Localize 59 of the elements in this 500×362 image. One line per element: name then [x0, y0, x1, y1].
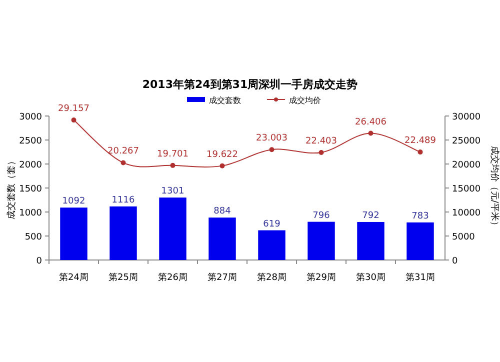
point [170, 162, 176, 168]
x-tick-label: 第25周 [108, 272, 138, 283]
y-tick-label: 0 [36, 256, 42, 266]
y-tick-label: 2000 [19, 160, 42, 170]
y2-tick-label: 5000 [452, 232, 476, 242]
data-label: 19.701 [157, 149, 188, 160]
y2-tick-label: 10000 [452, 208, 481, 218]
data-label: 1301 [161, 186, 184, 197]
x-tick-label: 第30周 [356, 272, 386, 283]
bar [110, 206, 137, 260]
bar [60, 208, 88, 260]
data-label: 884 [214, 206, 232, 217]
point [71, 118, 76, 123]
data-label: 1116 [112, 195, 135, 206]
point [120, 160, 126, 166]
legend-label: 成交均价 [289, 96, 321, 105]
data-label: 22.403 [306, 136, 337, 146]
y-tick-label: 1000 [19, 208, 42, 218]
y-tick-label: 1500 [19, 184, 42, 194]
point [418, 150, 423, 155]
point [220, 163, 225, 168]
chart-title: 2013年第24到第31周深圳一手房成交走势 [142, 78, 358, 91]
point [318, 150, 324, 155]
y2-tick-label: 20000 [452, 160, 481, 170]
y2-tick-label: 30000 [452, 112, 481, 122]
y-tick-label: 3000 [19, 112, 42, 122]
data-label: 796 [312, 210, 330, 221]
y2-tick-label: 0 [452, 256, 458, 266]
data-label: 22.489 [404, 136, 436, 146]
bar [406, 222, 434, 260]
x-tick-label: 第27周 [208, 272, 237, 283]
point [368, 130, 374, 136]
data-label: 1092 [62, 196, 86, 207]
y-tick-label: 2500 [19, 136, 42, 146]
bar [208, 218, 236, 260]
y2-axis-title: 成交均价（元/平米） [489, 146, 500, 230]
bar [357, 222, 384, 260]
x-tick-label: 第28周 [257, 272, 286, 283]
y2-tick-label: 15000 [452, 184, 481, 194]
x-tick-label: 第31周 [406, 272, 435, 283]
point [269, 147, 274, 152]
data-label: 19.622 [206, 150, 238, 160]
y2-tick-label: 25000 [452, 136, 481, 146]
x-tick-label: 第29周 [306, 272, 336, 283]
bar [258, 230, 286, 260]
y-axis-title: 成交套数（套） [6, 156, 17, 220]
x-tick-label: 第26周 [158, 272, 188, 283]
x-tick-label: 第24周 [59, 272, 88, 283]
y-tick-label: 500 [24, 232, 42, 242]
data-label: 29.157 [58, 104, 90, 114]
bar [159, 198, 186, 260]
data-label: 23.003 [256, 134, 288, 144]
data-label: 619 [263, 219, 281, 230]
data-label: 792 [362, 210, 380, 221]
data-label: 783 [412, 211, 429, 222]
bar [308, 222, 335, 260]
data-label: 20.267 [108, 146, 139, 157]
data-label: 26.406 [355, 117, 387, 128]
legend-label: 成交套数 [209, 96, 241, 105]
